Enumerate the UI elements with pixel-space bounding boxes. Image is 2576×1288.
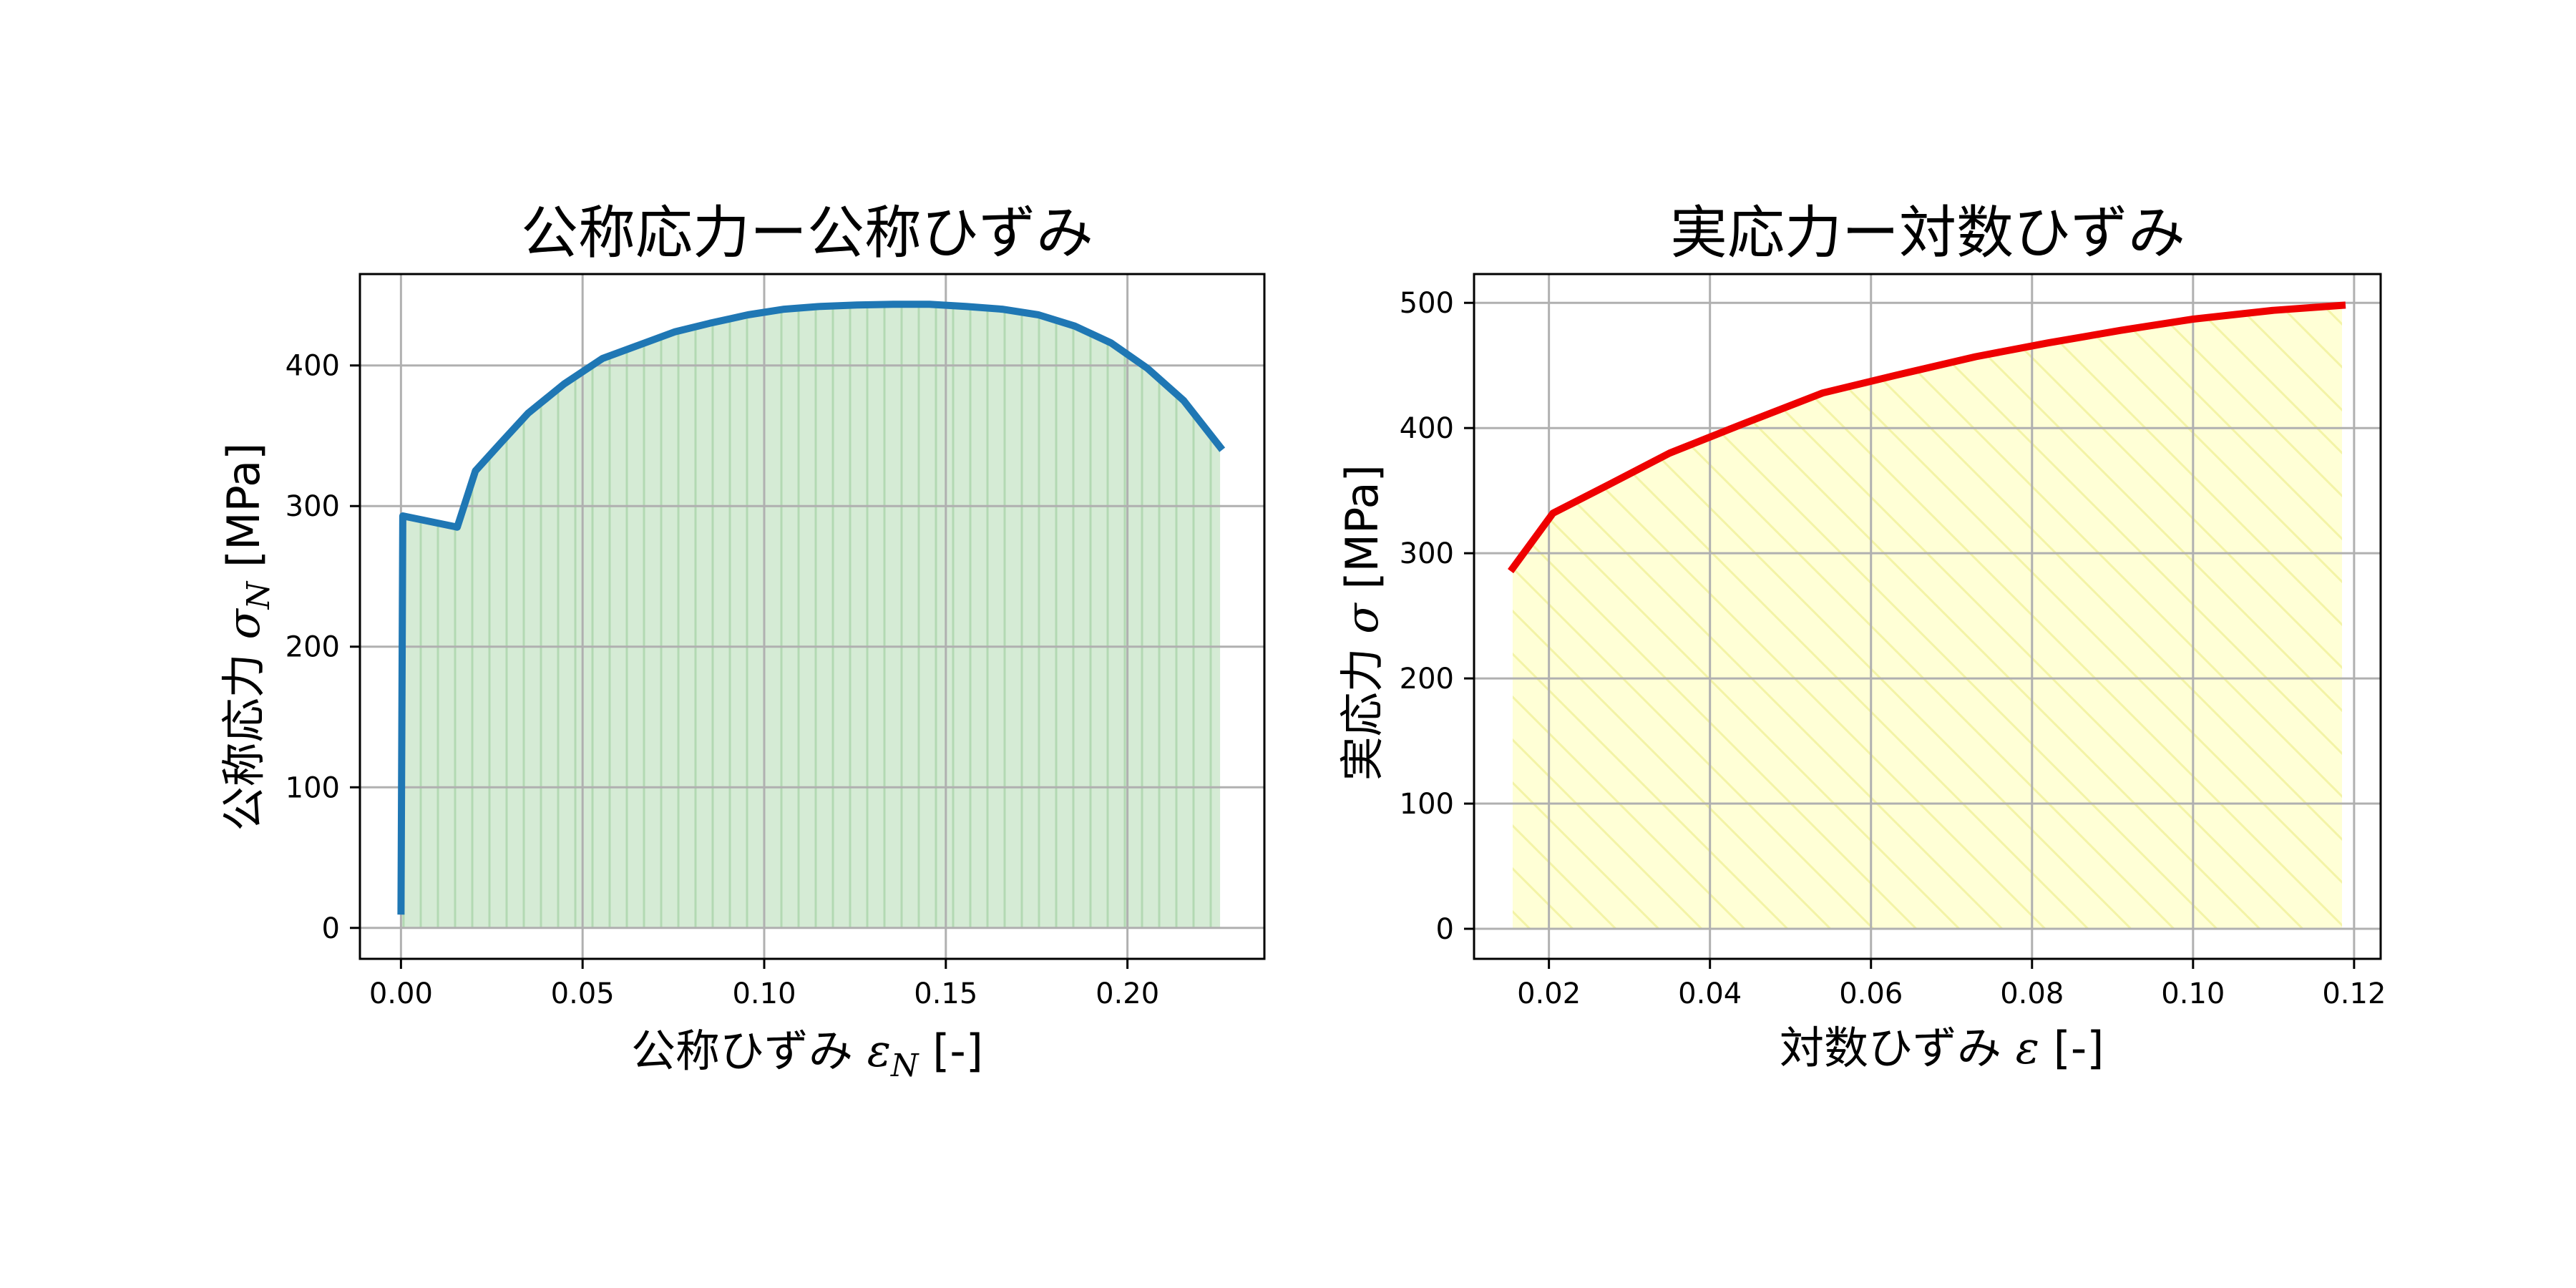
y-tick-label: 400	[286, 350, 340, 383]
x-tick-label: 0.06	[1839, 977, 1903, 1010]
series-line-true	[1508, 301, 2346, 574]
chart-title-true: 実応力ー対数ひずみ	[1670, 200, 2185, 266]
y-tick-label: 0	[322, 912, 340, 945]
y-tick-label: 0	[1436, 913, 1454, 946]
x-tick-label: 0.00	[369, 977, 433, 1010]
y-axis-label-true: 実応力 σ [MPa]	[1336, 394, 1388, 880]
series-line-nominal	[397, 301, 1226, 915]
area-hatch-nominal	[401, 304, 1221, 928]
x-tick-label: 0.02	[1517, 977, 1581, 1010]
area-hatch-true	[1513, 305, 2342, 929]
chart-nominal: 公称応力ー公称ひずみ 0.00 0.05 0.10 0.15 0.20 0 100 200 30…	[218, 200, 1266, 1084]
plot-area-true: 0.02 0.04 0.06 0.08 0.10 0.12 0 100 200 300 400 500	[1400, 273, 2386, 1010]
y-tick-label: 200	[1400, 663, 1454, 696]
chart-true: 実応力ー対数ひずみ 0.02 0.04 0.06 0.08 0.10 0.12 0 100 20…	[1336, 200, 2386, 1074]
x-axis-label-true: 対数ひずみ ε [-]	[1681, 1022, 2175, 1074]
y-tick-label: 100	[286, 771, 340, 804]
plot-frame-true	[1473, 273, 2382, 960]
x-tick-label: 0.04	[1678, 977, 1742, 1010]
x-tick-label: 0.08	[2000, 977, 2064, 1010]
plot-frame-nominal	[358, 273, 1266, 960]
chart-title-nominal: 公称応力ー公称ひずみ	[521, 200, 1093, 266]
y-tick-label: 100	[1400, 788, 1454, 821]
x-axis-label-nominal: 公称ひずみ εN [-]	[631, 1025, 983, 1084]
plot-area-nominal: 0.00 0.05 0.10 0.15 0.20 0 100 200 300 400	[286, 273, 1266, 1010]
y-tick-label: 300	[1400, 537, 1454, 570]
y-tick-label: 200	[286, 631, 340, 664]
x-tick-label: 0.15	[914, 977, 977, 1010]
y-tick-label: 500	[1400, 287, 1454, 320]
x-tick-label: 0.10	[2161, 977, 2225, 1010]
x-tick-label: 0.20	[1096, 977, 1159, 1010]
x-tick-label: 0.05	[551, 977, 615, 1010]
y-tick-label: 400	[1400, 412, 1454, 445]
y-axis-label-nominal: 公称応力 σN [MPa]	[218, 443, 277, 831]
y-tick-label: 300	[286, 490, 340, 523]
x-tick-label: 0.12	[2322, 977, 2386, 1010]
x-tick-label: 0.10	[732, 977, 796, 1010]
